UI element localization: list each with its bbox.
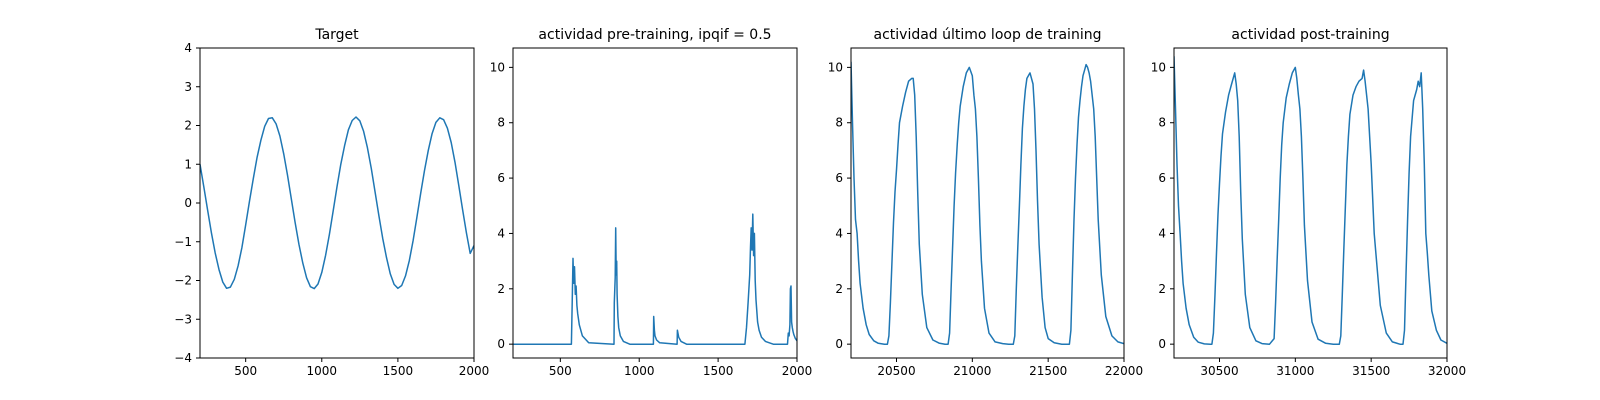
x-tick-label: 1000 — [624, 364, 655, 378]
y-tick-label: −3 — [174, 312, 192, 326]
y-tick-label: 0 — [1158, 337, 1166, 351]
x-tick-label: 2000 — [459, 364, 490, 378]
x-tick-label: 2000 — [782, 364, 813, 378]
chart-panel-4: actividad post-training 30500 31000 31500 32… — [1151, 27, 1466, 378]
plot-frame — [199, 47, 475, 359]
x-tick-label: 500 — [549, 364, 572, 378]
chart-title: actividad último loop de training — [874, 27, 1102, 43]
y-tick-label: 4 — [184, 41, 192, 55]
x-tick-label: 500 — [234, 364, 257, 378]
chart-panel-2: actividad pre-training, ipqif = 0.5 500 10… — [490, 27, 813, 378]
y-tick-label: 6 — [1158, 171, 1166, 185]
x-tick-label: 22000 — [1105, 364, 1143, 378]
y-tick-label: 4 — [1158, 226, 1166, 240]
x-tick-label: 32000 — [1428, 364, 1466, 378]
plot-frame — [1173, 47, 1448, 359]
y-tick-label: 3 — [184, 80, 192, 94]
y-tick-label: 4 — [835, 226, 843, 240]
y-tick-label: 10 — [828, 60, 843, 74]
series-line — [200, 116, 474, 290]
chart-panel-1: Target 500 1000 1500 2000 −4 −3 −2 −1 0 1 2 3 4 — [174, 27, 489, 378]
y-tick-label: 4 — [497, 226, 505, 240]
series-line — [1174, 56, 1447, 345]
plot-frame — [850, 47, 1125, 359]
x-tick-label: 31500 — [1352, 364, 1390, 378]
y-tick-label: 8 — [497, 116, 505, 130]
y-tick-label: 10 — [1151, 60, 1166, 74]
x-tick-label: 21500 — [1029, 364, 1067, 378]
x-tick-label: 30500 — [1200, 364, 1238, 378]
y-tick-label: 0 — [184, 196, 192, 210]
chart-title: Target — [314, 27, 359, 43]
y-tick-label: 8 — [835, 116, 843, 130]
chart-title: actividad pre-training, ipqif = 0.5 — [538, 27, 771, 43]
x-tick-label: 21000 — [953, 364, 991, 378]
plot-frame — [512, 47, 798, 359]
y-tick-label: 2 — [1158, 282, 1166, 296]
chart-title: actividad post-training — [1231, 27, 1389, 43]
x-tick-label: 20500 — [877, 364, 915, 378]
y-tick-label: 1 — [184, 157, 192, 171]
x-tick-label: 1000 — [307, 364, 338, 378]
series-line — [851, 61, 1124, 345]
series-line — [513, 213, 797, 345]
y-tick-label: −4 — [174, 351, 192, 365]
x-tick-label: 1500 — [703, 364, 734, 378]
y-tick-label: 6 — [497, 171, 505, 185]
y-tick-label: 0 — [835, 337, 843, 351]
y-tick-label: 2 — [835, 282, 843, 296]
y-tick-label: 2 — [184, 119, 192, 133]
y-tick-label: 0 — [497, 337, 505, 351]
x-tick-label: 1500 — [383, 364, 414, 378]
y-tick-label: 2 — [497, 282, 505, 296]
y-tick-label: 10 — [490, 60, 505, 74]
y-tick-label: −2 — [174, 274, 192, 288]
x-tick-label: 31000 — [1276, 364, 1314, 378]
y-tick-label: 6 — [835, 171, 843, 185]
y-tick-label: −1 — [174, 235, 192, 249]
y-tick-label: 8 — [1158, 116, 1166, 130]
